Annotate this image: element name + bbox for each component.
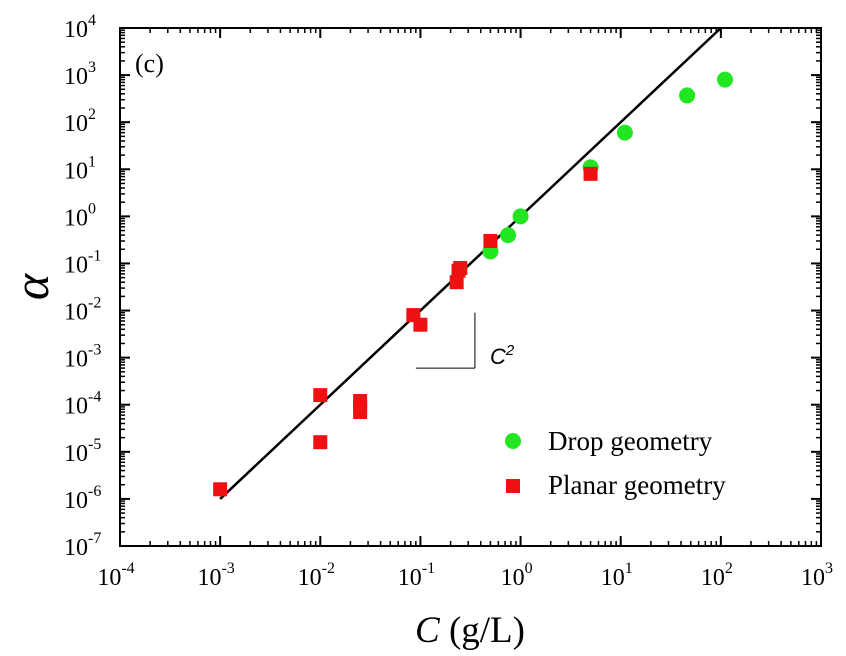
- y-axis-title: α: [3, 272, 59, 300]
- x-tick-label-base: 10: [298, 565, 322, 591]
- x-tick-label: 102: [701, 560, 733, 591]
- drop-geometry-point: [717, 71, 734, 88]
- y-tick-label-base: 10: [64, 441, 88, 467]
- x-tick-label: 103: [801, 560, 833, 591]
- fit-line: [219, 27, 722, 500]
- y-tick-label-exp: 1: [88, 153, 96, 170]
- x-tick-label: 101: [601, 560, 633, 591]
- y-tick-label-exp: -2: [88, 295, 101, 312]
- y-tick-label: 101: [64, 153, 96, 184]
- drop-geometry-point: [512, 208, 529, 225]
- legend-marker-planar: [506, 479, 520, 493]
- y-tick-label-exp: 3: [88, 59, 96, 76]
- x-tick-label-base: 10: [398, 565, 422, 591]
- y-tick-label-base: 10: [64, 64, 88, 90]
- x-tick-label-exp: -3: [221, 560, 234, 577]
- drop-geometry-point: [679, 87, 696, 104]
- y-tick-label: 10-6: [64, 483, 101, 514]
- legend: Drop geometry Planar geometry: [505, 426, 726, 500]
- x-tick-label: 100: [501, 560, 533, 591]
- y-tick-label: 10-3: [64, 342, 101, 373]
- y-tick-label-base: 10: [64, 347, 88, 373]
- slope-label-var: C: [490, 344, 506, 369]
- x-tick-label-base: 10: [801, 565, 825, 591]
- x-tick-label-base: 10: [501, 565, 525, 591]
- y-tick-label-exp: 2: [88, 106, 96, 123]
- planar-geometry-point: [313, 435, 328, 450]
- legend-marker-drop: [505, 433, 521, 449]
- y-tick-label: 104: [64, 12, 96, 43]
- y-tick-label-exp: -3: [88, 342, 101, 359]
- slope-label-exp: 2: [505, 342, 515, 359]
- y-tick-label-base: 10: [64, 394, 88, 420]
- y-tick-label-base: 10: [64, 488, 88, 514]
- planar-geometry-point: [353, 393, 368, 408]
- x-tick-label-base: 10: [601, 565, 625, 591]
- y-tick-label: 10-1: [64, 247, 101, 278]
- y-tick-label-exp: -1: [88, 247, 101, 264]
- planar-geometry-point: [453, 261, 468, 276]
- y-tick-label: 103: [64, 59, 96, 90]
- y-tick-label-exp: -6: [88, 483, 101, 500]
- tick-labels: 10-4 10-3 10-2 10-1 100 101 102 10310-710-610-5…: [64, 12, 833, 591]
- x-tick-label-exp: 3: [825, 560, 833, 577]
- x-tick-label: 10-4: [97, 560, 134, 591]
- y-tick-label-base: 10: [64, 205, 88, 231]
- y-tick-label-exp: -7: [88, 530, 101, 547]
- x-tick-label-base: 10: [701, 565, 725, 591]
- y-tick-label: 102: [64, 106, 96, 137]
- y-tick-label-exp: 4: [88, 12, 96, 29]
- y-tick-label: 10-4: [64, 389, 101, 420]
- drop-geometry-point: [500, 227, 517, 244]
- x-tick-label-exp: 0: [525, 560, 533, 577]
- x-tick-label-base: 10: [197, 565, 221, 591]
- x-tick-label: 10-3: [197, 560, 234, 591]
- y-tick-label-base: 10: [64, 17, 88, 43]
- x-tick-label: 10-1: [398, 560, 435, 591]
- legend-label-planar: Planar geometry: [548, 470, 726, 500]
- planar-geometry-point: [449, 275, 464, 290]
- x-axis-var: C: [415, 610, 441, 651]
- planar-geometry-point: [213, 482, 228, 497]
- planar-geometry-point: [583, 166, 598, 181]
- x-tick-label: 10-2: [298, 560, 335, 591]
- y-tick-label: 10-7: [64, 530, 101, 561]
- slope-label: C2: [490, 342, 515, 369]
- ticks: [119, 27, 822, 547]
- y-tick-label-exp: -5: [88, 436, 101, 453]
- y-tick-label-exp: -4: [88, 389, 101, 406]
- panel-label: (c): [135, 49, 164, 78]
- x-tick-label-exp: 2: [725, 560, 733, 577]
- planar-geometry-point: [483, 233, 498, 248]
- y-tick-label-base: 10: [64, 535, 88, 561]
- y-tick-label: 100: [64, 200, 96, 231]
- marks: [213, 27, 734, 500]
- y-tick-label-base: 10: [64, 252, 88, 278]
- legend-label-drop: Drop geometry: [548, 426, 713, 456]
- y-tick-label-base: 10: [64, 158, 88, 184]
- plot-area: [119, 27, 822, 547]
- planar-geometry-point: [313, 388, 328, 403]
- y-tick-label-base: 10: [64, 300, 88, 326]
- y-tick-label: 10-5: [64, 436, 101, 467]
- x-tick-label-exp: -1: [422, 560, 435, 577]
- x-tick-label-exp: -2: [322, 560, 335, 577]
- x-axis-unit: (g/L): [440, 610, 525, 651]
- x-axis-title: C (g/L): [415, 610, 525, 651]
- planar-geometry-point: [413, 317, 428, 332]
- x-tick-label-exp: -4: [121, 560, 134, 577]
- x-tick-label-exp: 1: [625, 560, 633, 577]
- y-tick-label: 10-2: [64, 295, 101, 326]
- drop-geometry-point: [616, 124, 633, 141]
- y-tick-label-base: 10: [64, 111, 88, 137]
- x-tick-label-base: 10: [97, 565, 121, 591]
- y-tick-label-exp: 0: [88, 200, 96, 217]
